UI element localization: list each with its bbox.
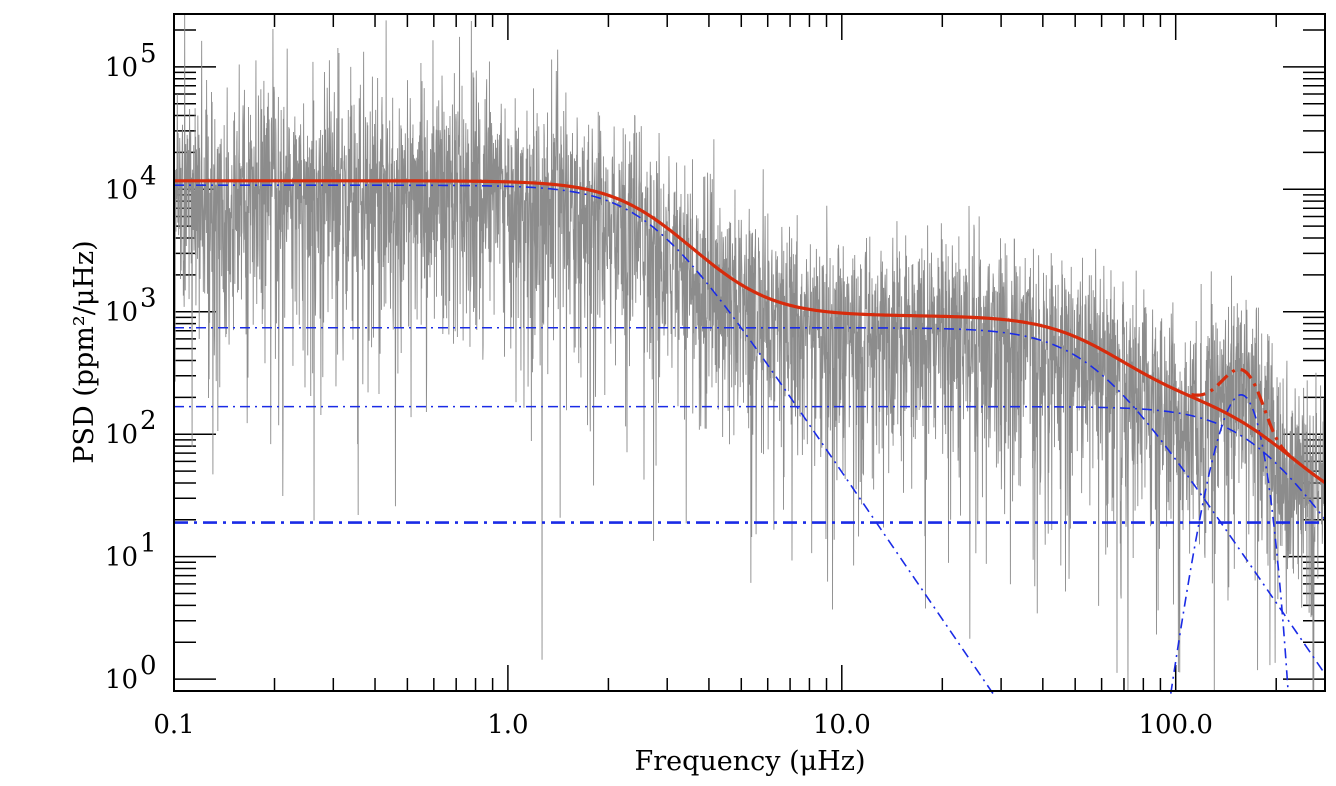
data-traces	[173, 13, 1326, 695]
y-tick-label: 10	[105, 53, 138, 83]
y-tick-exponent: 3	[140, 284, 157, 314]
oscillation-gaussian	[1169, 394, 1289, 694]
plot-frame	[173, 13, 1326, 692]
total-fit-background	[174, 179, 1326, 484]
granulation-component-1	[174, 184, 995, 695]
axis-ticks	[173, 14, 1325, 691]
y-tick-label: 10	[105, 175, 138, 205]
y-tick-label: 10	[105, 420, 138, 450]
y-tick-exponent: 0	[140, 651, 157, 681]
y-tick-exponent: 4	[140, 161, 157, 191]
granulation-component-2	[174, 326, 1326, 675]
y-tick-label: 10	[105, 298, 138, 328]
x-tick-label: 0.1	[153, 710, 194, 740]
y-tick-label: 10	[105, 665, 138, 695]
granulation-component-3	[174, 405, 1326, 521]
total-fit-with-oscillations	[1191, 367, 1297, 462]
y-tick-label: 10	[105, 543, 138, 573]
power-spectrum-trace	[173, 13, 1326, 692]
y-tick-exponent: 1	[140, 529, 157, 559]
y-tick-exponent: 2	[140, 406, 157, 436]
x-tick-labels: 0.1 1.0 10.0 100.0	[153, 710, 1213, 740]
x-tick-label: 100.0	[1138, 710, 1212, 740]
x-tick-label: 1.0	[487, 710, 528, 740]
y-axis-title: PSD (ppm²/μHz)	[69, 240, 100, 463]
y-tick-exponent: 5	[140, 39, 157, 69]
x-axis-title: Frequency (μHz)	[634, 746, 865, 777]
x-tick-label: 10.0	[813, 710, 871, 740]
